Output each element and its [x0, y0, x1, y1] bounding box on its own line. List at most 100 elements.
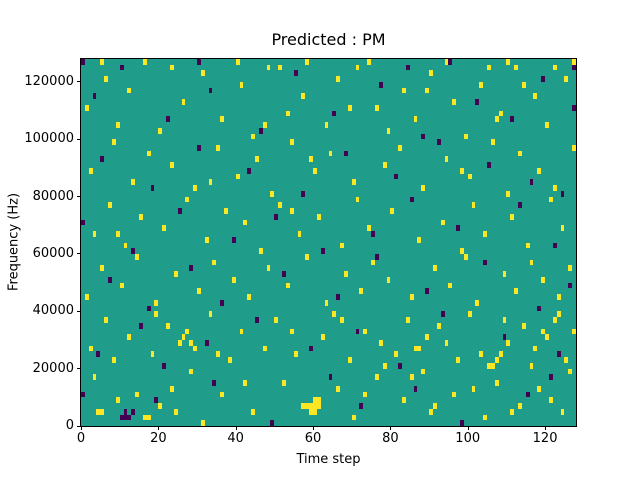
heatmap-cell — [100, 265, 105, 272]
heatmap-cell — [135, 253, 139, 260]
heatmap-cell — [216, 145, 221, 151]
heatmap-cell — [425, 87, 430, 94]
heatmap-cell — [533, 93, 538, 100]
heatmap-cell — [193, 185, 197, 191]
heatmap-cell — [81, 391, 85, 398]
heatmap-cell — [343, 271, 348, 277]
heatmap-cell — [494, 357, 499, 363]
heatmap-cell — [568, 368, 573, 375]
heatmap-cell — [208, 179, 213, 186]
heatmap-cell — [487, 362, 491, 369]
heatmap-cell — [521, 81, 526, 88]
heatmap-cell — [401, 397, 406, 404]
heatmap-cell — [309, 345, 314, 352]
heatmap-cell — [154, 311, 159, 318]
heatmap-cell — [432, 403, 437, 409]
heatmap-cell — [340, 317, 344, 323]
heatmap-cell — [479, 351, 484, 358]
heatmap-cell — [467, 311, 472, 318]
x-tick-label: 120 — [532, 431, 558, 446]
heatmap-cell — [425, 288, 430, 295]
heatmap-cell — [355, 328, 360, 335]
heatmap-cell — [289, 328, 294, 335]
heatmap-cell — [305, 253, 310, 260]
heatmap-cell — [467, 173, 472, 180]
heatmap-cell — [197, 288, 201, 295]
heatmap-cell — [239, 81, 244, 88]
heatmap-cell — [572, 104, 576, 111]
heatmap-cell — [552, 242, 557, 249]
heatmap-cell — [274, 213, 279, 220]
heatmap-cell — [243, 219, 248, 226]
heatmap-cell — [413, 385, 418, 392]
x-tick-label: 40 — [227, 431, 244, 446]
heatmap-cell — [313, 167, 317, 174]
chart-title: Predicted : PM — [271, 30, 386, 49]
heatmap-cell — [429, 70, 433, 77]
heatmap-cell — [111, 357, 116, 363]
heatmap-cell — [572, 59, 576, 65]
heatmap-cell — [421, 133, 426, 140]
x-tick-mark — [81, 426, 82, 430]
heatmap-cell — [313, 408, 317, 415]
heatmap-cell — [81, 219, 85, 226]
heatmap-cell — [220, 299, 225, 306]
y-tick-mark — [77, 368, 81, 370]
heatmap-cell — [81, 59, 85, 65]
heatmap-cell — [483, 231, 488, 237]
heatmap-cell — [96, 351, 101, 358]
heatmap-cell — [208, 87, 213, 94]
heatmap-cell — [359, 403, 364, 409]
heatmap-cell — [231, 276, 236, 283]
heatmap-cell — [359, 288, 364, 295]
x-tick-mark — [313, 426, 315, 430]
heatmap-cell — [572, 328, 576, 335]
heatmap-cell — [92, 231, 97, 237]
heatmap-cell — [255, 156, 259, 163]
heatmap-cell — [139, 213, 143, 220]
heatmap-cell — [266, 265, 271, 272]
heatmap-cell — [197, 145, 201, 151]
heatmap-cell — [135, 391, 139, 398]
heatmap-cell — [556, 294, 561, 300]
heatmap-cell — [374, 253, 379, 260]
heatmap-cell — [378, 81, 383, 88]
heatmap-cell — [270, 190, 275, 197]
x-tick-mark — [390, 426, 392, 430]
heatmap-cell — [405, 64, 410, 71]
x-axis-label: Time step — [296, 452, 361, 467]
x-tick-label: 0 — [76, 431, 86, 446]
heatmap-cell — [313, 403, 317, 409]
heatmap-cell — [568, 265, 573, 272]
heatmap-cell — [247, 294, 252, 300]
heatmap-cell — [216, 351, 221, 358]
heatmap-cell — [343, 150, 348, 157]
heatmap-cell — [332, 311, 337, 318]
heatmap-cell — [340, 242, 344, 249]
heatmap-cell — [347, 357, 352, 363]
heatmap-cell — [92, 374, 97, 381]
heatmap-cell — [84, 294, 89, 300]
heatmap-cell — [332, 110, 337, 117]
heatmap-cell — [146, 150, 151, 157]
x-tick-label: 60 — [304, 431, 322, 446]
heatmap-cell — [347, 104, 352, 111]
heatmap-cell — [490, 362, 495, 369]
heatmap-cell — [498, 110, 503, 117]
heatmap-cell — [440, 311, 445, 318]
heatmap-cell — [448, 59, 453, 65]
heatmap-cell — [529, 179, 534, 186]
heatmap-cell — [514, 64, 518, 71]
heatmap-cell — [328, 374, 333, 381]
heatmap-cell — [146, 414, 151, 421]
heatmap-cell — [282, 380, 286, 386]
heatmap-cell — [131, 179, 136, 186]
heatmap-cell — [452, 391, 457, 398]
heatmap-cell — [475, 299, 480, 306]
heatmap-cell — [452, 99, 457, 105]
heatmap-cell — [92, 93, 97, 100]
heatmap-cell — [572, 145, 576, 151]
heatmap-cell — [552, 64, 557, 71]
heatmap-cell — [510, 116, 515, 123]
